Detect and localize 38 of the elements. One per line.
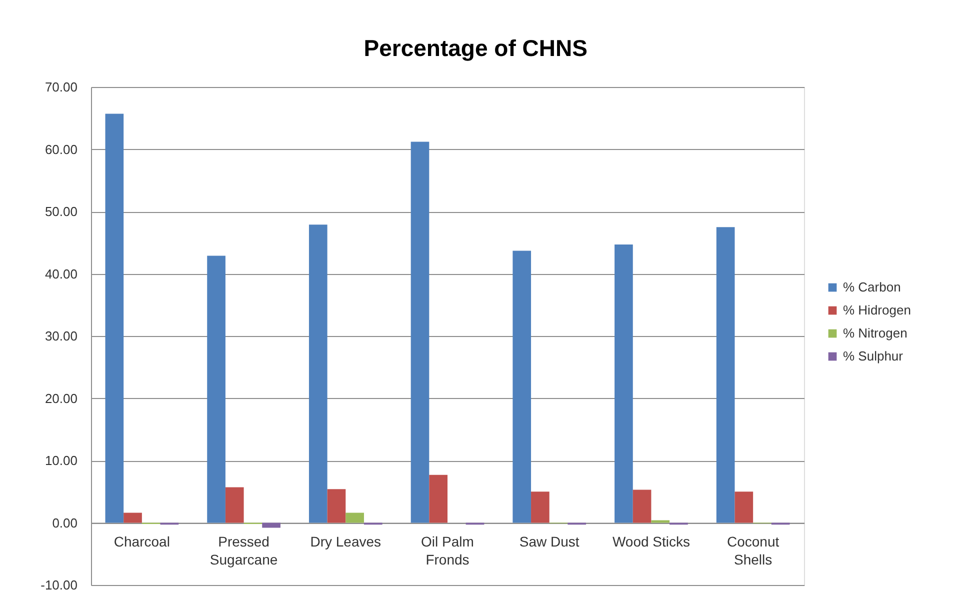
y-tick-label: 40.00 xyxy=(44,266,78,282)
bar xyxy=(207,256,226,523)
y-tick-label: 10.00 xyxy=(44,453,78,468)
bar xyxy=(734,492,754,523)
legend-label: % Carbon xyxy=(843,280,901,294)
bar xyxy=(105,114,124,523)
y-tick-label: 60.00 xyxy=(44,142,78,157)
bar xyxy=(124,512,142,523)
bar xyxy=(651,520,670,523)
bar xyxy=(308,224,328,523)
chart-title: Percentage of CHNS xyxy=(364,35,588,61)
x-tick-label: Charcoal xyxy=(114,533,170,550)
bar xyxy=(531,492,550,523)
x-tick-label: Pressed Sugarcane xyxy=(210,533,278,568)
legend-label: % Nitrogen xyxy=(843,326,908,340)
y-tick-label: 0.00 xyxy=(52,515,78,530)
bar xyxy=(327,489,346,523)
y-tick-label: 20.00 xyxy=(44,390,78,406)
bar xyxy=(716,227,735,523)
x-tick-label: Coconut Shells xyxy=(726,533,780,568)
bar xyxy=(429,474,448,523)
y-tick-label: 30.00 xyxy=(44,328,78,344)
x-tick-label: Wood Sticks xyxy=(612,533,690,550)
bar xyxy=(346,512,364,523)
x-tick-label: Dry Leaves xyxy=(310,533,382,550)
y-tick-label: 70.00 xyxy=(44,80,78,94)
y-tick-label: 50.00 xyxy=(44,204,78,219)
x-tick-label: Saw Dust xyxy=(519,533,580,550)
bar xyxy=(225,487,244,523)
bar xyxy=(262,522,280,528)
bar xyxy=(410,142,430,523)
y-tick-label: -10.00 xyxy=(40,578,78,592)
x-tick-label: Oil Palm Fronds xyxy=(421,533,474,568)
bar xyxy=(614,244,633,523)
bar xyxy=(512,250,532,523)
bar xyxy=(632,490,652,523)
legend-label: % Sulphur xyxy=(843,348,904,364)
legend-label: % Hidrogen xyxy=(843,302,911,318)
